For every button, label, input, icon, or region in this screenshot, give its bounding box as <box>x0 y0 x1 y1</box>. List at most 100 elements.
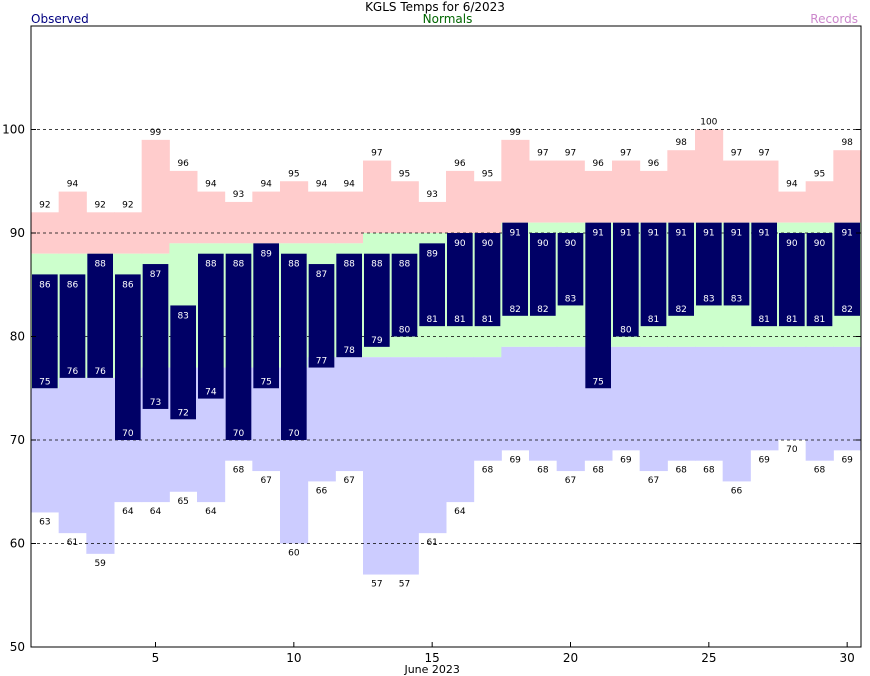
observed-high-label: 91 <box>758 229 769 239</box>
observed-low-label: 72 <box>177 408 188 418</box>
observed-high-label: 86 <box>67 280 79 290</box>
record-low-band <box>805 346 834 461</box>
record-low-band <box>778 346 807 440</box>
record-high-band <box>197 191 226 244</box>
observed-low-label: 76 <box>94 367 106 377</box>
observed-high-label: 91 <box>841 229 852 239</box>
record-low-band <box>473 357 502 461</box>
record-low-label: 63 <box>39 517 50 527</box>
observed-low-label: 82 <box>509 305 520 315</box>
record-high-label: 95 <box>482 169 493 179</box>
observed-high-label: 83 <box>177 311 188 321</box>
observed-high-label: 91 <box>703 229 714 239</box>
observed-low-label: 79 <box>371 336 383 346</box>
record-high-label: 95 <box>814 169 825 179</box>
record-high-label: 98 <box>675 138 687 148</box>
record-high-label: 92 <box>122 200 133 210</box>
observed-high-label: 90 <box>786 239 798 249</box>
observed-bar <box>336 253 362 358</box>
record-low-label: 69 <box>509 455 521 465</box>
observed-low-label: 75 <box>592 377 603 387</box>
record-high-band <box>584 170 613 223</box>
legend-records: Records <box>810 12 858 26</box>
record-low-band <box>722 346 751 482</box>
observed-bar <box>668 222 694 316</box>
record-low-label: 68 <box>814 466 826 476</box>
observed-bar <box>32 274 58 389</box>
record-low-label: 65 <box>177 497 188 507</box>
record-high-label: 97 <box>620 149 631 159</box>
record-high-label: 97 <box>371 149 382 159</box>
observed-high-label: 86 <box>122 280 134 290</box>
observed-high-label: 91 <box>648 229 659 239</box>
record-low-band <box>667 346 696 461</box>
record-low-band <box>335 357 364 472</box>
observed-low-label: 81 <box>758 315 769 325</box>
record-low-label: 67 <box>648 476 659 486</box>
record-high-band <box>141 139 170 254</box>
legend-normals: Normals <box>422 12 473 26</box>
observed-low-label: 80 <box>399 326 411 336</box>
observed-low-label: 73 <box>150 398 161 408</box>
observed-bar <box>502 222 528 316</box>
observed-bar <box>557 233 584 306</box>
observed-bar <box>723 222 750 306</box>
record-high-band <box>833 150 862 223</box>
record-low-label: 64 <box>454 507 466 517</box>
record-low-label: 68 <box>233 466 245 476</box>
record-high-label: 97 <box>537 149 548 159</box>
observed-high-label: 88 <box>343 260 355 270</box>
observed-low-label: 74 <box>205 388 217 398</box>
observed-low-label: 82 <box>675 305 686 315</box>
observed-bar <box>419 243 445 327</box>
observed-low-label: 83 <box>731 294 742 304</box>
observed-high-label: 88 <box>399 260 411 270</box>
observed-bars-layer <box>32 222 860 440</box>
observed-high-label: 87 <box>316 270 327 280</box>
record-low-band <box>639 346 668 472</box>
record-high-label: 94 <box>67 180 79 190</box>
observed-bar <box>779 233 805 327</box>
record-low-band <box>529 346 558 461</box>
observed-bar <box>613 222 639 337</box>
observed-bar <box>87 253 113 378</box>
record-high-band <box>778 191 807 223</box>
record-low-label: 67 <box>343 476 354 486</box>
record-low-label: 69 <box>620 455 632 465</box>
record-low-band <box>86 377 115 554</box>
record-high-band <box>612 160 641 223</box>
observed-bar <box>696 222 722 306</box>
record-high-band <box>224 201 253 244</box>
x-axis-label: June 2023 <box>403 663 459 676</box>
record-high-band <box>750 160 779 223</box>
record-low-label: 59 <box>94 559 106 569</box>
record-low-label: 68 <box>703 466 715 476</box>
y-tick-label: 100 <box>2 123 25 137</box>
record-high-band <box>58 191 87 254</box>
observed-high-label: 88 <box>205 260 217 270</box>
record-high-band <box>722 160 751 223</box>
record-high-label: 97 <box>758 149 769 159</box>
record-low-label: 66 <box>316 486 328 496</box>
observed-low-label: 70 <box>288 429 300 439</box>
observed-low-label: 78 <box>343 346 355 356</box>
record-high-band <box>529 160 558 223</box>
record-high-label: 99 <box>509 128 521 138</box>
observed-low-label: 81 <box>426 315 437 325</box>
record-high-label: 99 <box>150 128 162 138</box>
data-labels-layer: 86 75 92 63 86 76 94 61 88 76 92 59 86 70 92 64 87 73 99 64… <box>39 118 853 590</box>
observed-bar <box>170 305 196 420</box>
record-high-label: 100 <box>700 118 717 128</box>
observed-high-label: 89 <box>426 249 438 259</box>
record-low-label: 66 <box>731 486 743 496</box>
y-tick-label: 70 <box>10 433 25 447</box>
record-low-band <box>307 357 336 482</box>
record-high-band <box>169 170 198 244</box>
record-low-label: 67 <box>565 476 576 486</box>
record-high-band <box>418 201 447 233</box>
observed-high-label: 91 <box>592 229 603 239</box>
observed-bar <box>447 233 473 327</box>
record-high-band <box>335 191 364 244</box>
y-tick-label: 90 <box>10 226 25 240</box>
